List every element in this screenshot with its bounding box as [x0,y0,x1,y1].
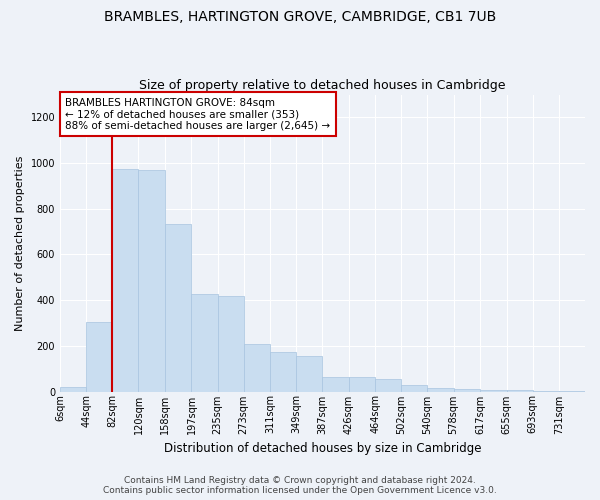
Bar [244,344,270,392]
Bar [481,390,506,392]
Bar [112,169,139,392]
X-axis label: Distribution of detached houses by size in Cambridge: Distribution of detached houses by size … [164,442,481,455]
Bar [218,296,244,392]
Text: BRAMBLES HARTINGTON GROVE: 84sqm
← 12% of detached houses are smaller (353)
88% : BRAMBLES HARTINGTON GROVE: 84sqm ← 12% o… [65,98,331,130]
Bar [164,224,191,392]
Bar [191,294,218,392]
Y-axis label: Number of detached properties: Number of detached properties [15,156,25,330]
Bar [375,379,401,392]
Text: Contains HM Land Registry data © Crown copyright and database right 2024.
Contai: Contains HM Land Registry data © Crown c… [103,476,497,495]
Bar [322,376,349,392]
Bar [270,352,296,392]
Bar [349,376,375,392]
Bar [296,356,322,392]
Bar [454,389,481,392]
Title: Size of property relative to detached houses in Cambridge: Size of property relative to detached ho… [139,79,506,92]
Bar [427,388,454,392]
Bar [86,322,112,392]
Text: BRAMBLES, HARTINGTON GROVE, CAMBRIDGE, CB1 7UB: BRAMBLES, HARTINGTON GROVE, CAMBRIDGE, C… [104,10,496,24]
Bar [506,390,533,392]
Bar [60,387,86,392]
Bar [139,170,164,392]
Bar [401,384,427,392]
